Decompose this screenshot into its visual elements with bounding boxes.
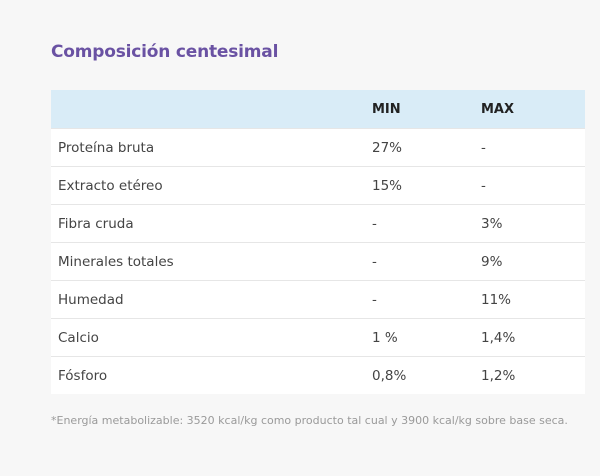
composition-table: MIN MAX Proteína bruta 27% - Extracto etére… bbox=[51, 90, 585, 394]
header-min: MIN bbox=[372, 90, 481, 129]
cell-nutrient: Fibra cruda bbox=[51, 204, 372, 243]
cell-min: - bbox=[372, 280, 481, 319]
cell-min: - bbox=[372, 204, 481, 243]
cell-max: - bbox=[481, 128, 585, 167]
cell-min: 27% bbox=[372, 128, 481, 167]
cell-min: 0,8% bbox=[372, 356, 481, 394]
cell-nutrient: Minerales totales bbox=[51, 242, 372, 281]
cell-max: 1,4% bbox=[481, 318, 585, 357]
table-row: Proteína bruta 27% - bbox=[51, 128, 585, 167]
table-row: Fibra cruda -3% bbox=[51, 204, 585, 243]
cell-max: 11% bbox=[481, 280, 585, 319]
table-header-row: MIN MAX bbox=[51, 90, 585, 129]
cell-nutrient: Proteína bruta bbox=[51, 128, 372, 167]
cell-max: 3% bbox=[481, 204, 585, 243]
cell-nutrient: Humedad bbox=[51, 280, 372, 319]
cell-max: 9% bbox=[481, 242, 585, 281]
cell-min: 1 % bbox=[372, 318, 481, 357]
cell-min: 15% bbox=[372, 166, 481, 205]
table-row: Minerales totales -9% bbox=[51, 242, 585, 281]
cell-nutrient: Calcio bbox=[51, 318, 372, 357]
section-title: Composición centesimal bbox=[51, 42, 279, 62]
table-row: Fósforo 0,8% 1,2% bbox=[51, 356, 585, 394]
footnote: *Energía metabolizable: 3520 kcal/kg com… bbox=[51, 414, 568, 427]
table-row: Humedad -11% bbox=[51, 280, 585, 319]
cell-max: - bbox=[481, 166, 585, 205]
header-max: MAX bbox=[481, 90, 585, 129]
cell-max: 1,2% bbox=[481, 356, 585, 394]
cell-nutrient: Extracto etéreo bbox=[51, 166, 372, 205]
cell-nutrient: Fósforo bbox=[51, 356, 372, 394]
header-nutrient bbox=[51, 90, 372, 129]
table-row: Calcio 1 % 1,4% bbox=[51, 318, 585, 357]
table-row: Extracto etéreo 15% - bbox=[51, 166, 585, 205]
cell-min: - bbox=[372, 242, 481, 281]
